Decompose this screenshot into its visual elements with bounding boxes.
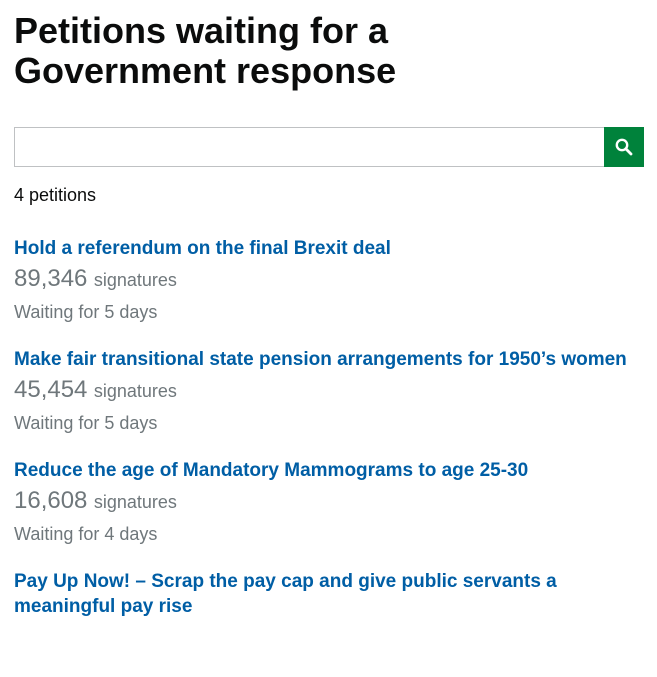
waiting-status: Waiting for 4 days bbox=[14, 524, 158, 544]
search-input[interactable] bbox=[14, 127, 604, 167]
signature-count: 89,346 bbox=[14, 265, 88, 292]
page-title: Petitions waiting for a Government respo… bbox=[14, 10, 397, 91]
petition-link[interactable]: Hold a referendum on the final Brexit de… bbox=[14, 238, 391, 259]
search-form bbox=[14, 127, 644, 167]
signature-info: 45,454 signatures bbox=[14, 377, 644, 406]
signature-label: signatures bbox=[93, 381, 177, 401]
signature-info: 89,346 signatures bbox=[14, 266, 644, 295]
waiting-status: Waiting for 5 days bbox=[14, 413, 158, 433]
list-item: Pay Up Now! – Scrap the pay cap and give… bbox=[14, 569, 644, 653]
list-item: Make fair transitional state pension arr… bbox=[14, 347, 644, 434]
petition-link[interactable]: Pay Up Now! – Scrap the pay cap and give… bbox=[14, 571, 557, 617]
petition-count: 4 petitions bbox=[14, 185, 97, 205]
signature-count: 45,454 bbox=[14, 376, 88, 403]
signature-label: signatures bbox=[93, 492, 177, 512]
waiting-status: Waiting for 5 days bbox=[14, 302, 158, 322]
petition-list: Hold a referendum on the final Brexit de… bbox=[14, 236, 644, 677]
signature-label: signatures bbox=[93, 270, 177, 290]
search-button[interactable] bbox=[604, 127, 644, 167]
list-item: Reduce the age of Mandatory Mammograms t… bbox=[14, 458, 644, 545]
signature-count: 16,608 bbox=[14, 487, 88, 514]
petitions-page: Petitions waiting for a Government respo… bbox=[14, 0, 644, 617]
list-item: Hold a referendum on the final Brexit de… bbox=[14, 236, 644, 323]
search-icon bbox=[615, 138, 633, 156]
petition-link[interactable]: Reduce the age of Mandatory Mammograms t… bbox=[14, 460, 529, 481]
signature-info bbox=[14, 624, 644, 653]
signature-info: 16,608 signatures bbox=[14, 488, 644, 517]
petition-link[interactable]: Make fair transitional state pension arr… bbox=[14, 349, 627, 370]
